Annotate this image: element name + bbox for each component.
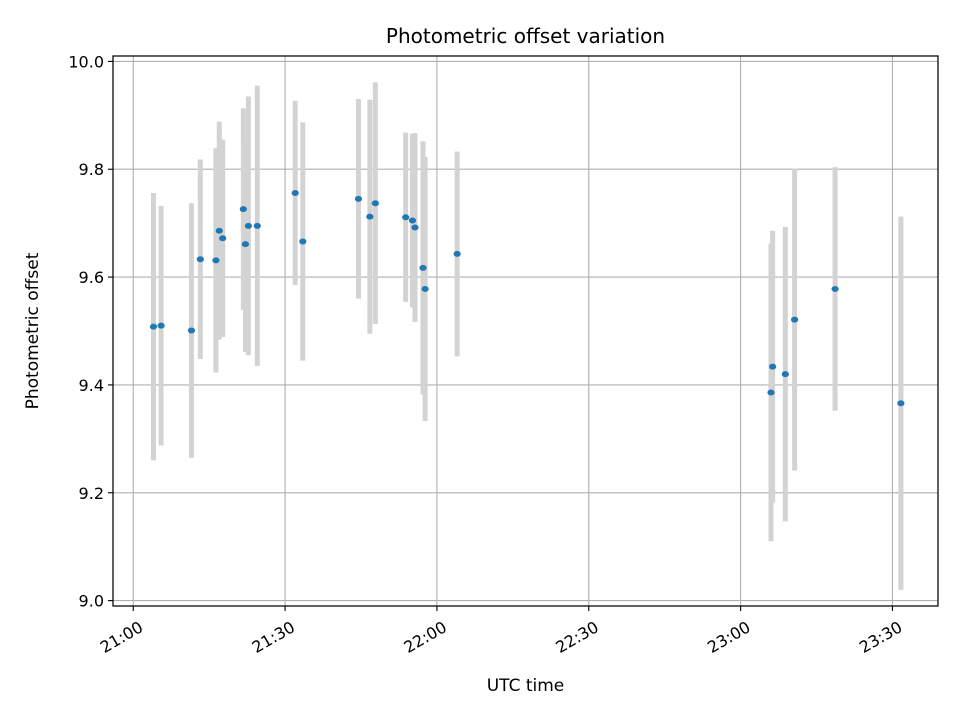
x-axis: 21:00 21:30 22:00 22:30 23:00 23:30 <box>97 606 905 657</box>
data-point <box>769 363 777 370</box>
data-point <box>196 256 204 263</box>
y-axis-title: Photometric offset <box>23 252 43 409</box>
data-points <box>149 189 905 407</box>
data-point <box>366 213 374 220</box>
data-point <box>419 264 427 271</box>
data-point <box>767 389 775 396</box>
data-point <box>790 316 799 323</box>
data-point <box>149 323 158 330</box>
y-tick-label: 9.2 <box>79 484 104 503</box>
data-point <box>781 371 789 378</box>
data-point <box>371 200 379 207</box>
x-tick-label: 21:00 <box>97 617 146 657</box>
data-point <box>421 285 429 292</box>
data-point <box>897 400 905 407</box>
y-axis: 9.0 9.2 9.4 9.6 9.8 10.0 <box>68 52 113 611</box>
x-tick-label: 22:30 <box>552 617 601 657</box>
data-point <box>453 250 461 257</box>
x-tick-label: 21:30 <box>249 617 298 657</box>
data-point <box>215 227 223 234</box>
data-point <box>408 217 417 224</box>
data-point <box>244 222 252 229</box>
data-point <box>354 195 363 202</box>
y-tick-label: 9.6 <box>79 268 104 287</box>
data-point <box>157 322 165 329</box>
errorbars <box>150 82 904 590</box>
x-axis-title: UTC time <box>487 676 565 696</box>
grid <box>113 56 938 606</box>
data-point <box>291 189 299 196</box>
plot-frame <box>112 55 939 607</box>
data-point <box>239 206 247 213</box>
x-tick-label: 23:30 <box>856 617 905 657</box>
data-point <box>299 238 307 245</box>
y-tick-label: 9.4 <box>79 376 104 395</box>
data-point <box>219 235 227 242</box>
data-point <box>411 224 419 231</box>
data-point <box>831 285 839 292</box>
y-tick-label: 9.0 <box>79 592 104 611</box>
chart-title: Photometric offset variation <box>386 24 665 48</box>
data-point <box>253 222 261 229</box>
data-point <box>212 257 220 264</box>
data-point <box>241 241 250 248</box>
x-tick-label: 22:00 <box>400 617 449 657</box>
y-tick-label: 10.0 <box>68 52 104 71</box>
x-tick-label: 23:00 <box>704 617 753 657</box>
data-point <box>187 327 196 334</box>
data-point <box>402 214 410 221</box>
y-tick-label: 9.8 <box>79 160 104 179</box>
